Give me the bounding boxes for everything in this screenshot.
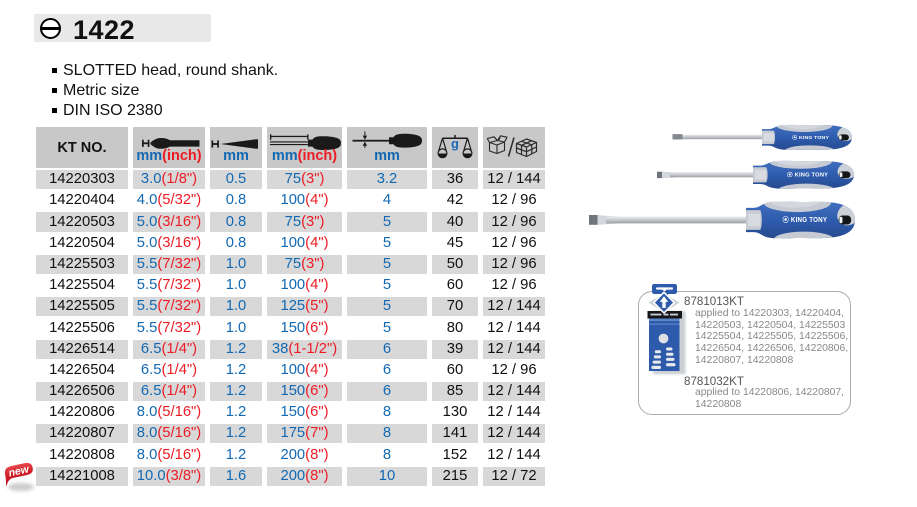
svg-text:new: new: [7, 463, 30, 479]
svg-text:g: g: [451, 136, 459, 151]
